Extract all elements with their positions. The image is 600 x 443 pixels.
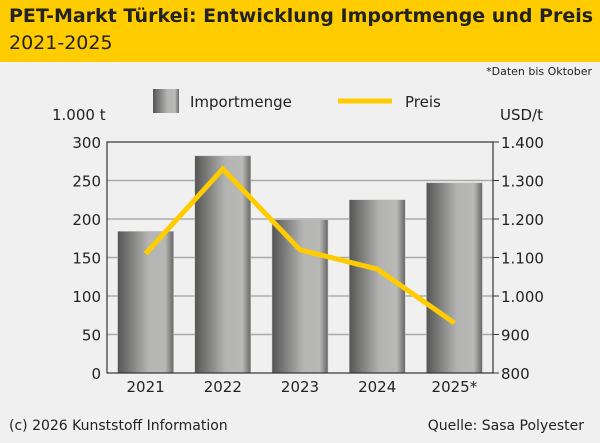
bar-importmenge-2024 [348, 199, 406, 374]
y-tick-right: 1.400 [501, 134, 544, 152]
bar-importmenge-2021 [117, 231, 174, 374]
y-tick-right: 1.300 [501, 173, 544, 191]
y-tick-left: 250 [72, 173, 101, 191]
y-tick-right: 1.100 [501, 250, 544, 268]
y-tick-right: 1.000 [501, 288, 544, 306]
y-axis-right-label: USD/t [500, 106, 543, 124]
y-tick-left: 100 [72, 288, 101, 306]
x-tick: 2024 [358, 378, 396, 396]
chart-title: PET-Markt Türkei: Entwicklung Importmeng… [9, 5, 594, 27]
y-tick-left: 150 [72, 250, 101, 268]
y-axis-left-label: 1.000 t [52, 106, 106, 124]
x-tick: 2022 [204, 378, 242, 396]
header-banner: PET-Markt Türkei: Entwicklung Importmeng… [0, 0, 600, 62]
bar-importmenge-2023 [271, 219, 329, 374]
legend-label-preis: Preis [405, 93, 441, 111]
y-tick-right: 800 [501, 365, 530, 383]
y-tick-left: 200 [72, 211, 101, 229]
y-tick-left: 300 [72, 134, 101, 152]
bar-importmenge-2025* [426, 182, 483, 374]
x-tick: 2021 [127, 378, 165, 396]
legend-bar-swatch [153, 89, 179, 113]
y-tick-left: 0 [91, 365, 101, 383]
y-tick-right: 900 [501, 327, 530, 345]
chart-subtitle: 2021-2025 [9, 32, 113, 54]
x-tick: 2025* [432, 378, 478, 396]
legend-label-importmenge: Importmenge [190, 93, 292, 111]
x-tick: 2023 [281, 378, 319, 396]
plot-frame [106, 141, 494, 374]
source: Quelle: Sasa Polyester [427, 418, 584, 434]
y-tick-right: 1.200 [501, 211, 544, 229]
copyright: (c) 2026 Kunststoff Information [9, 418, 228, 434]
footnote: *Daten bis Oktober [486, 65, 592, 78]
y-tick-left: 50 [82, 327, 101, 345]
